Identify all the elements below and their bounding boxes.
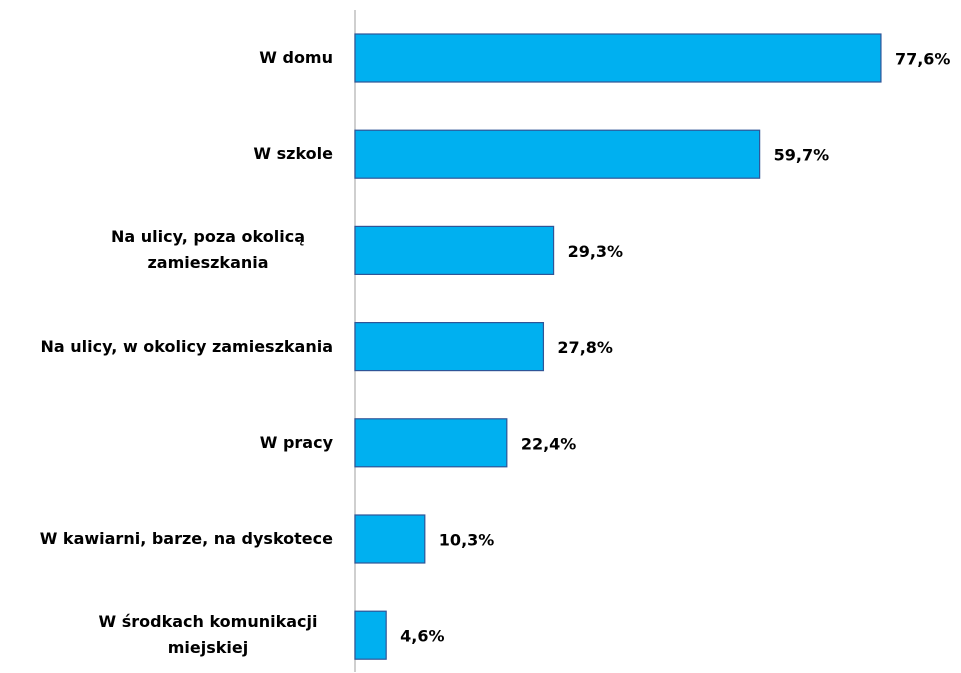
bar <box>354 33 882 83</box>
category-label: W domu <box>259 48 333 67</box>
category-label-box: W kawiarni, barze, na dyskotece <box>0 509 333 569</box>
value-label: 22,4% <box>521 434 577 453</box>
bar <box>354 322 545 372</box>
value-label: 59,7% <box>774 146 830 165</box>
bar <box>354 514 426 564</box>
category-label-box: W pracy <box>0 413 333 473</box>
category-label-box: W szkole <box>0 124 333 184</box>
category-label: W kawiarni, barze, na dyskotece <box>39 529 333 548</box>
value-label: 10,3% <box>439 531 495 550</box>
value-label: 27,8% <box>557 338 613 357</box>
bar <box>354 225 555 275</box>
value-label: 77,6% <box>895 50 951 69</box>
category-label-box: W środkach komunikacji miejskiej <box>0 605 333 665</box>
category-label: W pracy <box>259 432 333 452</box>
bar <box>354 418 508 468</box>
bar <box>354 129 761 179</box>
category-label-box: W domu <box>0 28 333 88</box>
category-label: W środkach komunikacji miejskiej <box>98 612 318 658</box>
value-label: 4,6% <box>400 627 444 646</box>
category-label: Na ulicy, w okolicy zamieszkania <box>40 336 334 356</box>
value-label: 29,3% <box>568 242 624 261</box>
category-label: Na ulicy, poza okolicą zamieszkania <box>110 227 305 273</box>
category-label: W szkole <box>253 144 333 164</box>
category-label-box: Na ulicy, poza okolicą zamieszkania <box>0 220 333 280</box>
category-label-box: Na ulicy, w okolicy zamieszkania <box>0 317 334 377</box>
bar <box>354 610 387 660</box>
